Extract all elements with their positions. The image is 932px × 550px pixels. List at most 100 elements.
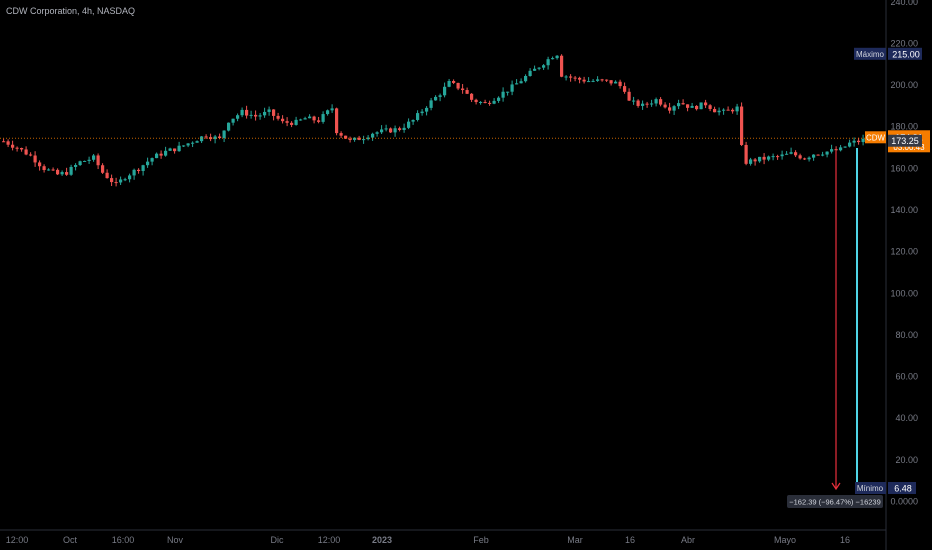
price-tick-label: 200.00: [890, 80, 918, 90]
candle: [344, 135, 348, 139]
candle: [245, 109, 249, 116]
time-tick-label: Mar: [567, 535, 583, 545]
candle: [294, 119, 298, 125]
max-value: 215.00: [892, 49, 920, 59]
candle: [456, 82, 460, 89]
chart-title: CDW Corporation, 4h, NASDAQ: [6, 6, 136, 16]
candle: [105, 172, 109, 179]
candle: [132, 169, 136, 176]
measure-arrow-icon: [831, 482, 841, 491]
candle: [857, 140, 861, 143]
candle: [474, 99, 478, 103]
candle: [663, 104, 667, 108]
candle: [546, 59, 550, 66]
candle: [753, 159, 757, 162]
candle: [371, 133, 375, 138]
candle: [380, 129, 384, 133]
candle: [722, 109, 726, 111]
candle: [470, 93, 474, 100]
candle: [609, 80, 613, 84]
candle: [312, 116, 316, 121]
candle: [146, 161, 150, 166]
candle: [731, 109, 735, 112]
price-tick-label: 120.00: [890, 247, 918, 257]
candle: [686, 104, 690, 108]
candle: [56, 169, 60, 175]
candle: [812, 154, 816, 158]
candle: [713, 108, 717, 113]
candle: [641, 103, 645, 106]
candle: [258, 115, 262, 117]
candle: [29, 154, 33, 156]
candle: [335, 108, 339, 134]
candle: [87, 159, 91, 161]
price-tick-label: 180.00: [890, 122, 918, 132]
candle: [330, 108, 334, 111]
candle: [137, 169, 141, 172]
candle: [155, 153, 159, 159]
candle: [74, 164, 78, 167]
candle: [231, 118, 235, 123]
candle: [816, 154, 820, 156]
candle: [843, 146, 847, 148]
candle: [704, 102, 708, 106]
candle: [785, 153, 789, 155]
candle: [839, 147, 843, 151]
candle: [69, 166, 73, 175]
candle: [393, 128, 397, 133]
time-tick-label: 12:00: [318, 535, 341, 545]
price-tick-label: 100.00: [890, 288, 918, 298]
candle: [605, 79, 609, 81]
price-tick-label: 0.0000: [890, 497, 918, 507]
candle: [110, 178, 114, 183]
price-tick-label: 160.00: [890, 163, 918, 173]
candle: [533, 68, 537, 71]
candle: [150, 158, 154, 162]
candle: [114, 182, 118, 184]
candle: [749, 159, 753, 164]
candle: [627, 91, 631, 101]
candle: [434, 96, 438, 101]
price-tick-label: 220.00: [890, 38, 918, 48]
candle: [425, 107, 429, 112]
candle: [195, 141, 199, 143]
candle: [317, 120, 321, 122]
candle: [366, 137, 370, 140]
candle: [681, 103, 685, 105]
max-value-badge: [888, 47, 922, 60]
candle: [402, 127, 406, 130]
candle: [573, 77, 577, 79]
candle: [290, 122, 294, 125]
candle: [623, 86, 627, 92]
min-value: 6.48: [894, 484, 912, 494]
candle: [848, 142, 852, 147]
min-value-badge: [888, 482, 916, 495]
candle: [285, 121, 289, 123]
candle: [479, 102, 483, 104]
candle: [537, 67, 541, 69]
candle: [645, 103, 649, 105]
candle: [78, 161, 82, 165]
candle: [830, 149, 834, 152]
candle: [24, 149, 28, 155]
candle: [668, 107, 672, 111]
candle: [740, 106, 744, 145]
time-tick-label: 12:00: [6, 535, 29, 545]
candle: [420, 111, 424, 114]
candle: [515, 83, 519, 85]
candle: [254, 114, 258, 117]
min-label: Mínimo: [857, 484, 884, 493]
candle: [708, 105, 712, 109]
candle: [492, 100, 496, 104]
candle: [636, 100, 640, 106]
candle: [483, 102, 487, 104]
candle: [659, 99, 663, 105]
measure-label: −162.39 (−96.47%) −16239: [789, 498, 881, 507]
candle: [582, 79, 586, 82]
candle: [128, 175, 132, 180]
candle: [519, 81, 523, 84]
max-label-box: [854, 47, 886, 60]
candle: [852, 140, 856, 143]
candle: [762, 156, 766, 160]
